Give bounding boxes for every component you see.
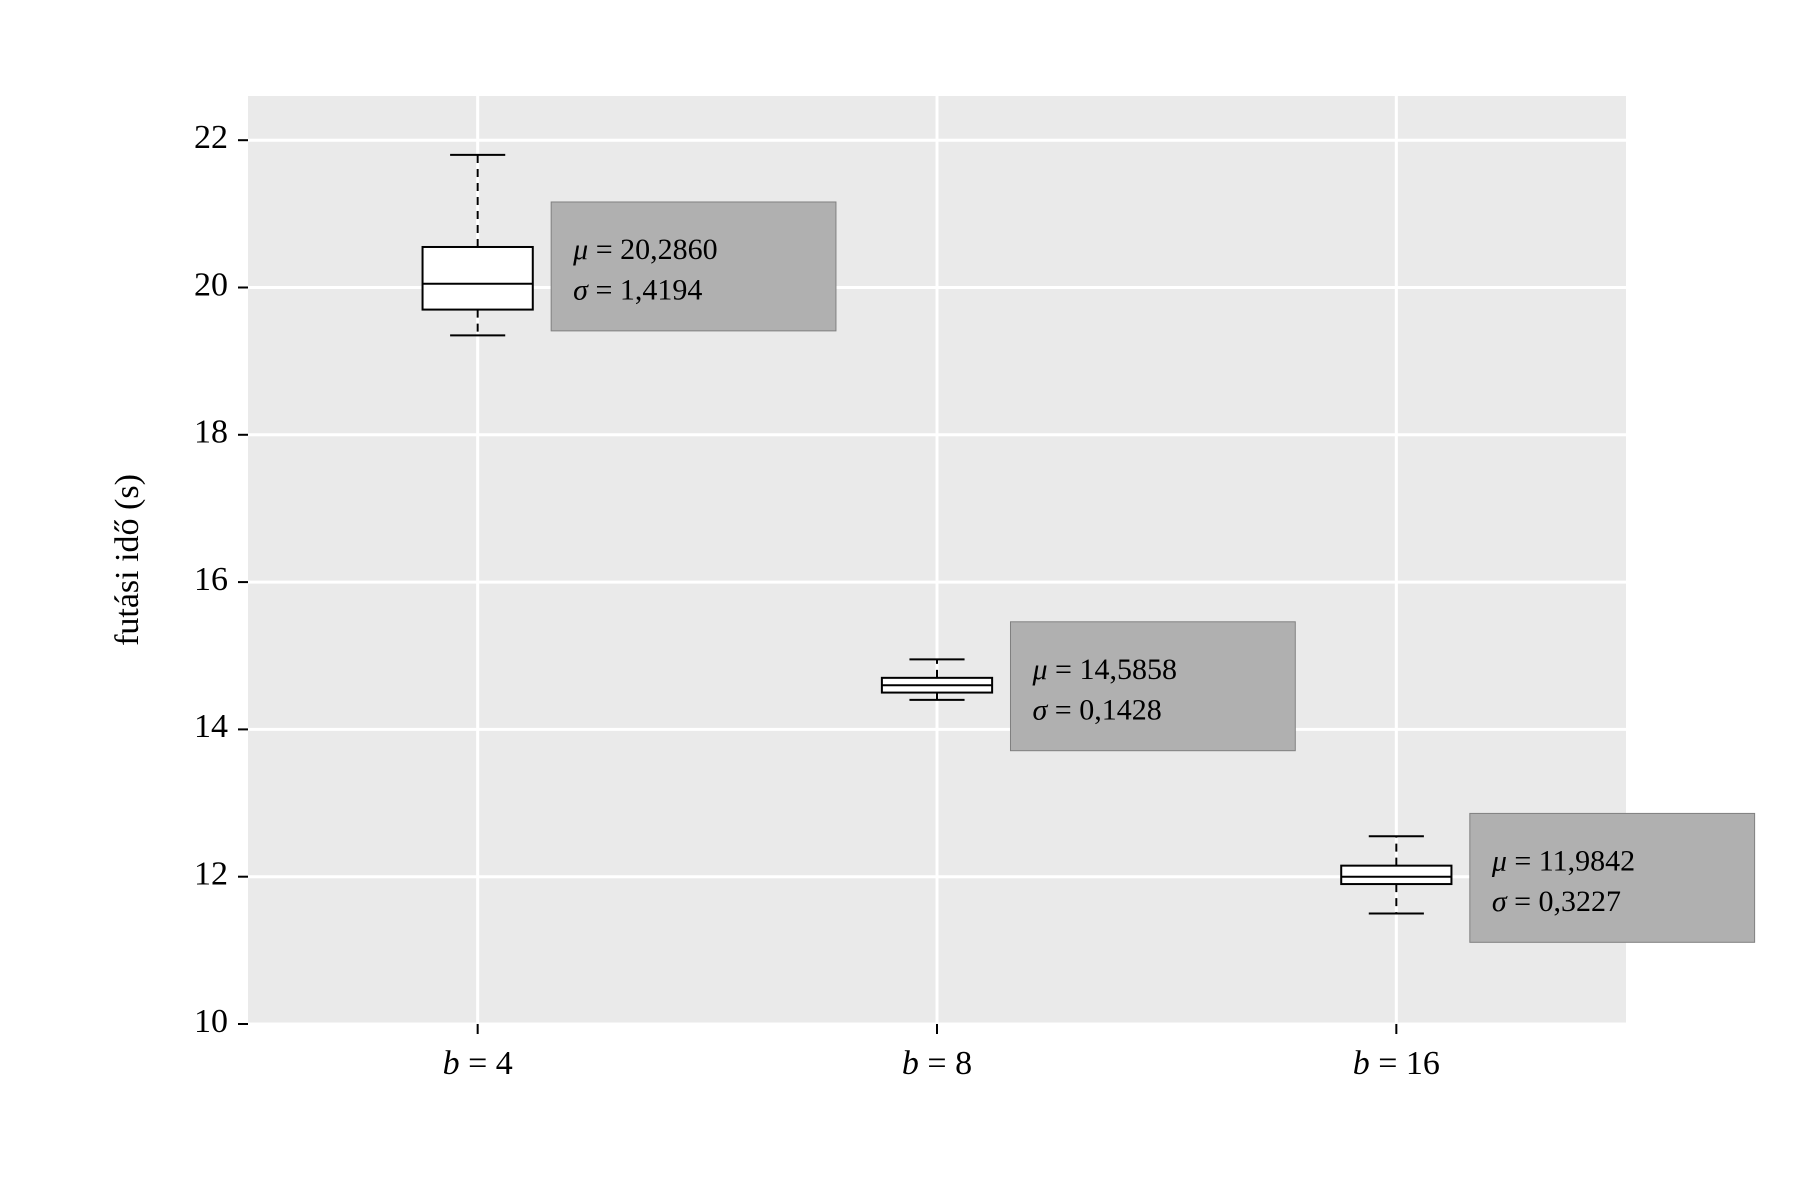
stats-annotation-box (1470, 813, 1755, 942)
boxplot-chart: 10 12 14 16 18 20 22 b = 4 b = 8 b = 16 futási idő… (0, 0, 1800, 1200)
stats-annotation-box (551, 202, 836, 331)
xtick-label: b = 8 (902, 1045, 972, 1082)
stats-sigma: σ = 0,1428 (1032, 693, 1161, 726)
box (423, 247, 533, 310)
stats-mu: μ = 14,5858 (1031, 653, 1176, 686)
box (1341, 866, 1451, 884)
stats-annotation-box (1010, 622, 1295, 751)
ytick-label: 22 (194, 119, 228, 156)
stats-mu: μ = 20,2860 (572, 233, 717, 266)
ytick-label: 18 (194, 414, 228, 451)
stats-mu: μ = 11,9842 (1491, 845, 1635, 878)
xtick-label: b = 4 (443, 1045, 513, 1082)
ytick-label: 12 (194, 855, 228, 892)
chart-svg: 10 12 14 16 18 20 22 b = 4 b = 8 b = 16 futási idő… (0, 0, 1800, 1200)
ytick-label: 16 (194, 561, 228, 598)
y-axis-label: futási idő (s) (109, 474, 146, 646)
stats-sigma: σ = 0,3227 (1492, 885, 1621, 918)
ytick-label: 14 (194, 708, 228, 745)
xtick-label: b = 16 (1353, 1045, 1440, 1082)
stats-sigma: σ = 1,4194 (573, 274, 702, 307)
ytick-label: 10 (194, 1003, 228, 1040)
ytick-label: 20 (194, 266, 228, 303)
